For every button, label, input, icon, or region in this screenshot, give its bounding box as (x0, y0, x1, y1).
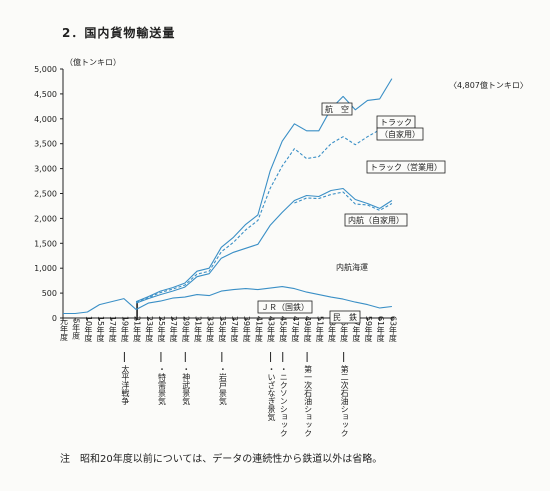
x-tick-label: 43年度 (267, 316, 276, 343)
x-tick-label: 37年度 (230, 316, 239, 343)
event-label: ・ニクソンショック (279, 365, 288, 437)
event-label: 第二次石油ショック (340, 364, 349, 437)
event-label: ・神武景気 (182, 365, 191, 406)
annotation-box (376, 127, 424, 141)
x-tick-label: 61年度 (376, 316, 385, 343)
annotation-label: トラック (380, 118, 412, 127)
series-line (135, 115, 393, 303)
y-tick-label: 3,500 (34, 140, 57, 149)
event-label: 第一次石油ショック (304, 364, 313, 437)
event-label: ・岩戸景気 (218, 365, 227, 406)
x-tick-label: 15年度 (96, 316, 105, 343)
y-tick-label: 4,000 (34, 115, 57, 124)
x-tick-label: 47年度 (291, 316, 300, 343)
y-axis-label: （億トンキロ） (65, 57, 121, 67)
footnote: 注昭和20年度以前については、データの連続性から鉄道以外は省略。 (60, 450, 392, 465)
annotation-label: （自家用） (380, 129, 420, 139)
x-tick-label: 29年度 (181, 316, 190, 343)
annotation-box (344, 213, 408, 227)
y-tick-label: 5,000 (34, 65, 57, 74)
x-tick-label: 49年度 (303, 316, 312, 343)
footnote-mark: 注 (60, 454, 70, 465)
y-tick-label: 3,000 (34, 165, 57, 174)
x-tick-label: 51年度 (315, 316, 324, 343)
series-line (63, 286, 392, 315)
y-tick-label: 4,500 (34, 90, 57, 99)
x-tick-label: 25年度 (157, 316, 166, 343)
footnote-text: 昭和20年度以前については、データの連続性から鉄道以外は省略。 (80, 454, 383, 465)
x-tick-label: 45年度 (279, 316, 288, 343)
x-tick-label: 59年度 (364, 316, 373, 343)
annotation-box (366, 160, 446, 174)
x-tick-label: 53年度 (327, 316, 336, 343)
x-tick-label: 39年度 (242, 316, 251, 343)
event-label: ・いざなぎ景気 (267, 365, 276, 422)
x-tick-label: 19年度 (120, 316, 129, 343)
annotation-box (329, 310, 361, 324)
annotation-label: ＪＲ（国鉄） (261, 302, 309, 312)
x-tick-label: 23年度 (145, 316, 154, 343)
annotation-label: トラック（営業用） (370, 162, 442, 172)
x-tick-label: 10年度 (84, 316, 93, 343)
x-tick-label: 5年度 (72, 318, 81, 340)
x-tick-label: 元年度 (60, 317, 69, 342)
series-line (294, 191, 393, 211)
x-tick-label: 31年度 (193, 316, 202, 343)
x-tick-label: 17年度 (108, 316, 117, 343)
x-tick-label: 27年度 (169, 316, 178, 343)
y-tick-label: 1,000 (34, 264, 57, 273)
x-tick-label: 57年度 (352, 316, 361, 343)
annotation-box (321, 102, 353, 116)
y-tick-label: 1,500 (34, 239, 57, 248)
annotation-label: 航 空 (325, 104, 349, 114)
y-tick-label: 2,000 (34, 214, 57, 223)
y-tick-label: 2,500 (34, 190, 57, 199)
annotation-label: 〈4,807億トンキロ〉 (449, 80, 528, 90)
y-tick-label: 0 (52, 314, 57, 323)
x-tick-label: 21年度 (133, 316, 142, 343)
x-tick-label: 33年度 (206, 316, 215, 343)
x-tick-label: 41年度 (254, 316, 263, 343)
chart-events: 太平洋戦争 ・特需景気 ・神武景気 ・岩戸景気 ・いざなぎ景気 ・ニクソンショック 第一次石… (121, 352, 349, 437)
annotation-label: 民 鉄 (333, 312, 357, 322)
y-tick-label: 500 (42, 289, 57, 298)
series-line (135, 187, 393, 304)
x-tick-label: 63年度 (388, 316, 397, 343)
annotation-label: 内航海運 (336, 262, 368, 272)
x-tick-label: 35年度 (218, 316, 227, 343)
annotation-box (257, 300, 313, 314)
event-label: 太平洋戦争 (121, 364, 130, 406)
page-title: 2．国内貨物輸送量 (62, 26, 176, 40)
x-tick-label: 55年度 (340, 316, 349, 343)
chart-axes: （億トンキロ） 0 500 1,000 1,500 2,000 2,500 3,000 3,50… (34, 57, 397, 343)
annotation-label: 内航（自家用） (348, 215, 404, 225)
event-label: ・特需景気 (157, 365, 166, 406)
